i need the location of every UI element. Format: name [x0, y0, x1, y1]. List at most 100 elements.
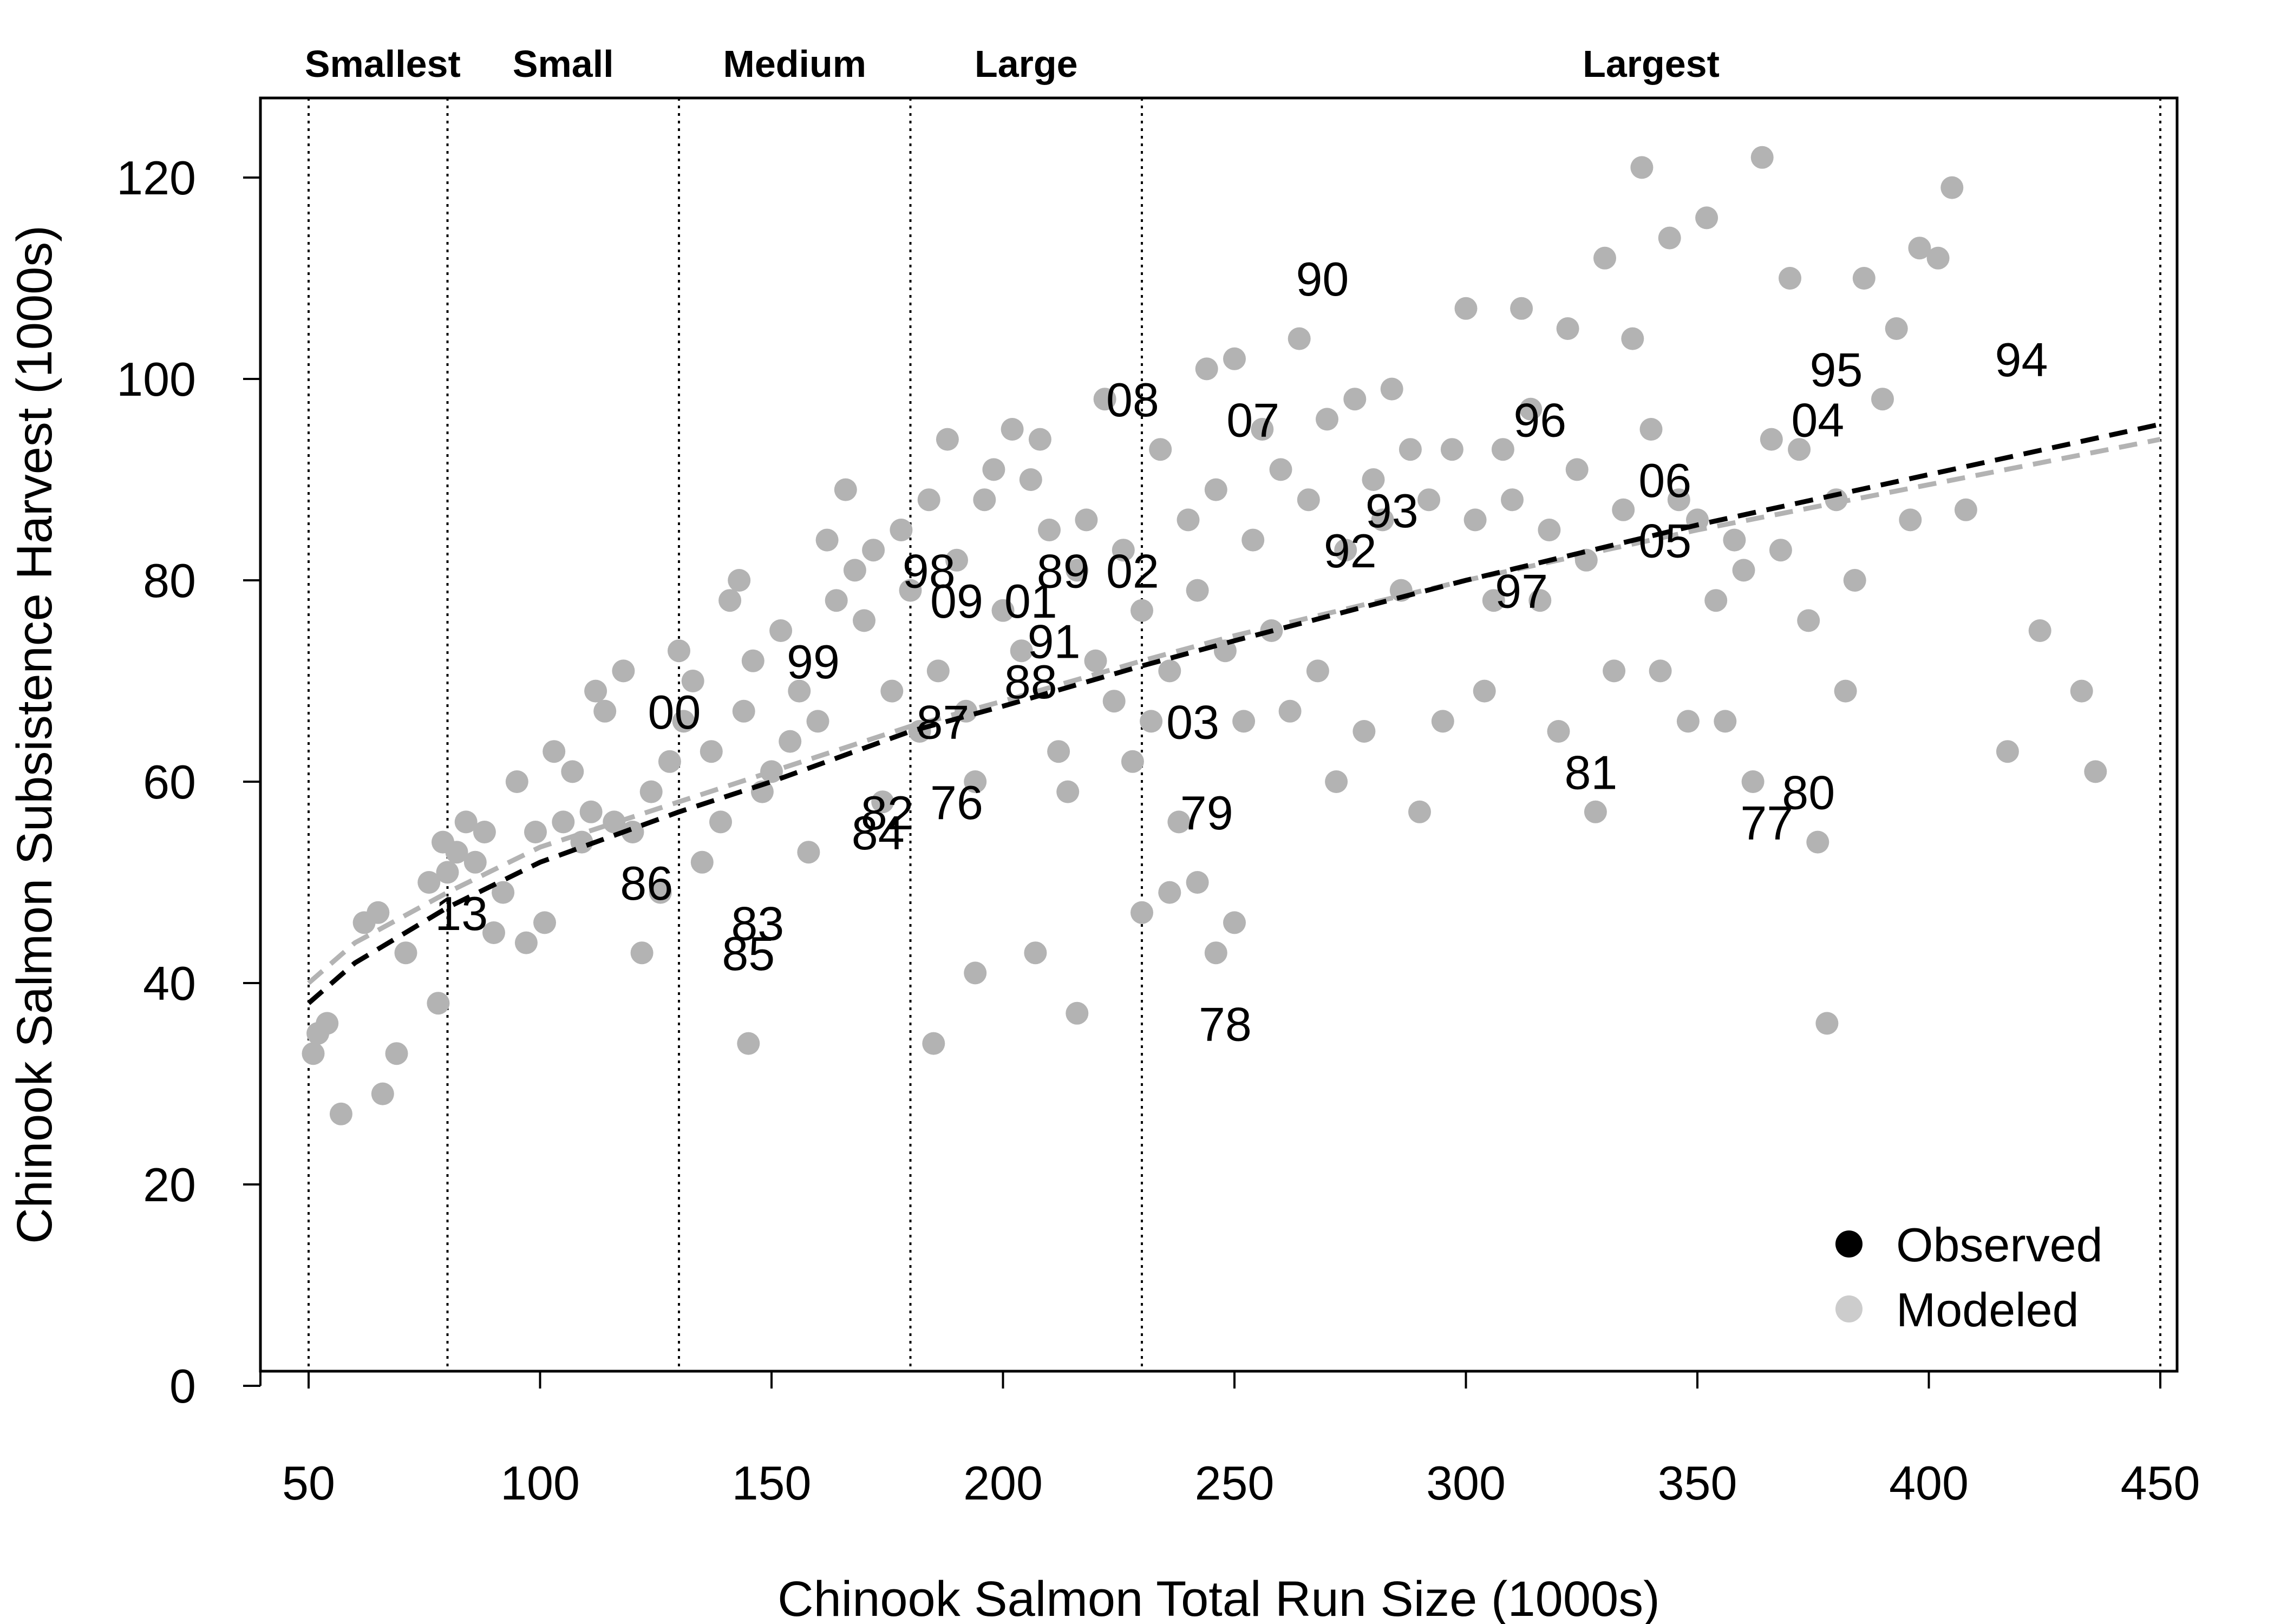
- modeled-point: [533, 911, 556, 934]
- year-label: 99: [787, 635, 840, 689]
- modeled-fit-line: [307, 437, 2161, 985]
- modeled-point: [1186, 871, 1209, 894]
- modeled-point: [1325, 770, 1348, 793]
- modeled-point: [1167, 810, 1191, 834]
- modeled-point: [1019, 468, 1042, 491]
- modeled-point: [1028, 428, 1051, 451]
- modeled-point: [1177, 508, 1200, 532]
- modeled-point: [1140, 710, 1163, 733]
- modeled-point: [1750, 146, 1774, 169]
- modeled-point: [1473, 679, 1496, 703]
- modeled-point: [1510, 297, 1533, 320]
- modeled-point: [718, 589, 742, 612]
- modeled-point: [1760, 428, 1783, 451]
- modeled-point: [1806, 830, 1829, 854]
- modeled-point: [1667, 488, 1690, 512]
- modeled-point: [1158, 881, 1181, 904]
- modeled-point: [1195, 357, 1218, 381]
- modeled-point: [1417, 488, 1441, 512]
- modeled-point: [436, 861, 459, 884]
- modeled-point: [1834, 679, 1857, 703]
- modeled-point: [482, 921, 505, 944]
- legend-marker: [1835, 1230, 1863, 1258]
- modeled-point: [1454, 297, 1478, 320]
- year-label: 06: [1638, 454, 1691, 507]
- modeled-point: [728, 569, 751, 592]
- year-label: 98: [903, 544, 956, 598]
- modeled-point: [454, 810, 478, 834]
- modeled-point: [1547, 720, 1570, 743]
- modeled-point: [1741, 770, 1765, 793]
- modeled-point: [1158, 659, 1181, 683]
- year-label: 84: [852, 806, 905, 860]
- year-label: 02: [1106, 544, 1159, 598]
- x-tick-label: 400: [1889, 1456, 1969, 1510]
- modeled-point: [427, 992, 450, 1015]
- modeled-point: [543, 740, 566, 763]
- year-label: 78: [1199, 997, 1252, 1051]
- modeled-point: [1131, 901, 1153, 924]
- modeled-point: [561, 760, 584, 783]
- modeled-point: [1232, 710, 1256, 733]
- year-label: 87: [916, 695, 969, 749]
- modeled-point: [1885, 317, 1908, 340]
- modeled-point: [1269, 458, 1292, 481]
- modeled-point: [463, 850, 487, 874]
- modeled-point: [514, 931, 538, 954]
- modeled-point: [853, 609, 875, 632]
- modeled-point: [1075, 508, 1098, 532]
- modeled-point: [1223, 347, 1246, 370]
- modeled-point: [1093, 388, 1116, 411]
- modeled-point: [1732, 559, 1755, 582]
- modeled-point: [584, 679, 607, 703]
- modeled-point: [1649, 659, 1672, 683]
- modeled-point: [603, 810, 626, 834]
- modeled-point: [843, 559, 866, 582]
- modeled-point: [1362, 468, 1385, 491]
- legend: Observed Modeled: [1835, 1218, 2103, 1337]
- year-label: 86: [620, 856, 673, 910]
- modeled-point: [917, 488, 940, 512]
- modeled-point: [1431, 710, 1454, 733]
- modeled-point: [1491, 438, 1514, 461]
- year-label: 95: [1810, 343, 1863, 396]
- modeled-point: [385, 1042, 408, 1065]
- modeled-point: [1102, 690, 1126, 713]
- modeled-point: [945, 548, 968, 572]
- x-tick-label: 350: [1658, 1456, 1737, 1510]
- x-tick-label: 200: [963, 1456, 1043, 1510]
- modeled-point: [1723, 528, 1746, 552]
- y-tick-label: 120: [116, 151, 196, 205]
- modeled-point: [1482, 589, 1505, 612]
- modeled-point: [329, 1102, 352, 1125]
- modeled-point: [899, 579, 922, 602]
- year-label: 97: [1495, 565, 1548, 618]
- modeled-point: [1603, 659, 1626, 683]
- modeled-point: [991, 599, 1015, 622]
- modeled-point: [973, 488, 996, 512]
- year-label: 76: [930, 776, 983, 829]
- modeled-point: [593, 699, 617, 723]
- modeled-point: [1343, 388, 1367, 411]
- modeled-point: [1584, 800, 1607, 823]
- modeled-point: [492, 881, 515, 904]
- year-label: 94: [1995, 333, 2048, 387]
- modeled-point: [1519, 397, 1543, 421]
- year-label: 79: [1180, 786, 1233, 840]
- modeled-point: [890, 519, 913, 541]
- modeled-point: [649, 881, 672, 904]
- modeled-point: [936, 428, 959, 451]
- modeled-point: [1676, 710, 1700, 733]
- modeled-point: [1038, 519, 1061, 541]
- modeled-point: [1352, 720, 1376, 743]
- modeled-point: [1251, 418, 1274, 441]
- modeled-point: [1769, 539, 1792, 562]
- legend-label: Modeled: [1896, 1283, 2079, 1337]
- modeled-point: [1621, 327, 1644, 350]
- modeled-point: [302, 1042, 325, 1065]
- modeled-point: [1704, 589, 1728, 612]
- modeled-point: [1501, 488, 1524, 512]
- year-label: 08: [1106, 373, 1159, 427]
- modeled-point: [1334, 539, 1357, 562]
- year-label: 00: [648, 685, 701, 739]
